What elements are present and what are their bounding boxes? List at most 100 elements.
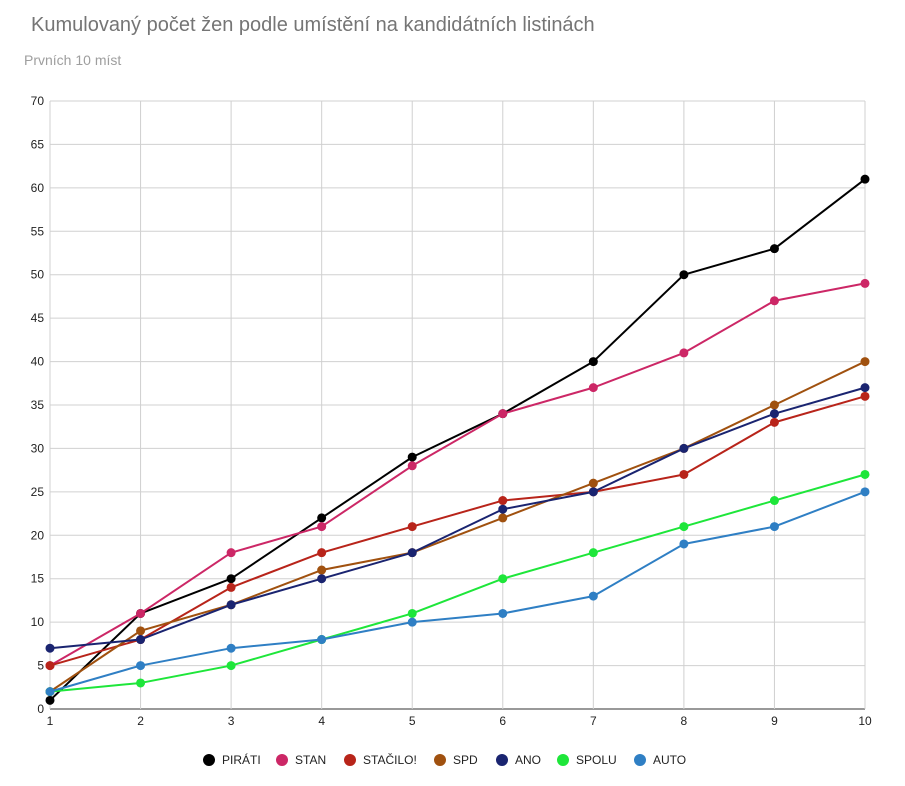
series-6-point <box>588 591 598 601</box>
series-0-point <box>226 574 236 584</box>
series-0-point <box>679 270 689 280</box>
legend-label: STAČILO! <box>363 752 417 767</box>
series-5 <box>45 469 870 697</box>
series-4 <box>45 383 870 653</box>
series-2-point <box>860 391 870 401</box>
y-tick-label: 0 <box>37 702 44 716</box>
legend-label: AUTO <box>653 753 686 767</box>
legend-marker <box>496 754 508 766</box>
series-group <box>45 174 870 705</box>
series-6-point <box>679 539 689 549</box>
x-tick-label: 8 <box>681 714 688 728</box>
series-4-point <box>45 643 55 653</box>
series-2-point <box>498 496 508 506</box>
series-4-point <box>679 443 689 453</box>
legend-item: ANO <box>496 753 541 767</box>
series-5-point <box>860 469 870 479</box>
y-tick-label: 65 <box>31 137 45 151</box>
x-tick-label: 9 <box>771 714 778 728</box>
series-3 <box>45 357 870 697</box>
x-tick-label: 10 <box>858 714 872 728</box>
series-1-line <box>49 282 866 667</box>
series-2-point <box>679 469 689 479</box>
series-2-point <box>226 582 236 592</box>
y-tick-label: 15 <box>31 572 45 586</box>
series-6-point <box>226 643 236 653</box>
series-1-point <box>769 296 779 306</box>
series-2-point <box>769 417 779 427</box>
series-5-point <box>588 548 598 558</box>
legend-marker <box>434 754 446 766</box>
y-axis-ticks: 0 5 10 15 20 25 30 35 40 45 50 55 60 65 70 <box>31 94 45 716</box>
series-6-point <box>769 522 779 532</box>
x-tick-label: 7 <box>590 714 597 728</box>
x-tick-label: 3 <box>228 714 235 728</box>
legend-marker <box>203 754 215 766</box>
series-5-line <box>49 473 866 693</box>
series-6-point <box>317 635 327 645</box>
legend-item: SPD <box>434 753 478 767</box>
y-tick-label: 60 <box>31 181 45 195</box>
series-1-point <box>860 278 870 288</box>
series-0-line <box>49 178 866 702</box>
series-2-point <box>317 548 327 558</box>
series-4-point <box>498 504 508 514</box>
series-4-point <box>588 487 598 497</box>
chart-subtitle: Prvních 10 míst <box>24 52 122 68</box>
series-3-point <box>769 400 779 410</box>
legend-label: SPOLU <box>576 753 617 767</box>
y-tick-label: 10 <box>31 615 45 629</box>
chart-title: Kumulovaný počet žen podle umístění na k… <box>31 14 595 36</box>
series-0-point <box>588 357 598 367</box>
series-6-point <box>860 487 870 497</box>
series-3-point <box>498 513 508 523</box>
series-1-point <box>226 548 236 558</box>
series-6-point <box>407 617 417 627</box>
x-tick-label: 2 <box>137 714 144 728</box>
series-3-line <box>49 360 866 693</box>
series-1 <box>45 278 870 671</box>
y-tick-label: 50 <box>31 268 45 282</box>
series-1-point <box>317 522 327 532</box>
y-tick-label: 40 <box>31 355 45 369</box>
series-4-point <box>226 600 236 610</box>
legend-item: AUTO <box>634 753 686 767</box>
series-5-point <box>226 661 236 671</box>
y-tick-label: 35 <box>31 398 45 412</box>
series-5-point <box>136 678 146 688</box>
y-tick-label: 70 <box>31 94 45 108</box>
y-tick-label: 30 <box>31 441 45 455</box>
x-tick-label: 4 <box>318 714 325 728</box>
series-1-point <box>679 348 689 358</box>
x-tick-label: 6 <box>499 714 506 728</box>
series-1-point <box>588 383 598 393</box>
x-tick-label: 1 <box>47 714 54 728</box>
series-2-line <box>49 395 866 667</box>
series-5-point <box>407 608 417 618</box>
series-1-point <box>498 409 508 419</box>
legend-item: SPOLU <box>557 753 617 767</box>
series-4-point <box>317 574 327 584</box>
series-6-point <box>136 661 146 671</box>
series-3-point <box>136 626 146 636</box>
series-0-point <box>769 244 779 254</box>
legend-marker <box>557 754 569 766</box>
y-tick-label: 20 <box>31 528 45 542</box>
legend-label: STAN <box>295 753 326 767</box>
legend-item: STAN <box>276 753 326 767</box>
series-4-point <box>769 409 779 419</box>
series-0-point <box>860 174 870 184</box>
series-3-point <box>317 565 327 575</box>
series-4-point <box>407 548 417 558</box>
legend-marker <box>276 754 288 766</box>
series-3-point <box>588 478 598 488</box>
legend-label: PIRÁTI <box>222 752 261 767</box>
legend-label: SPD <box>453 753 478 767</box>
series-3-point <box>860 357 870 367</box>
series-5-point <box>679 522 689 532</box>
series-0-point <box>317 513 327 523</box>
series-6 <box>45 487 870 697</box>
series-1-point <box>407 461 417 471</box>
series-6-line <box>49 490 866 693</box>
y-tick-label: 5 <box>37 659 44 673</box>
